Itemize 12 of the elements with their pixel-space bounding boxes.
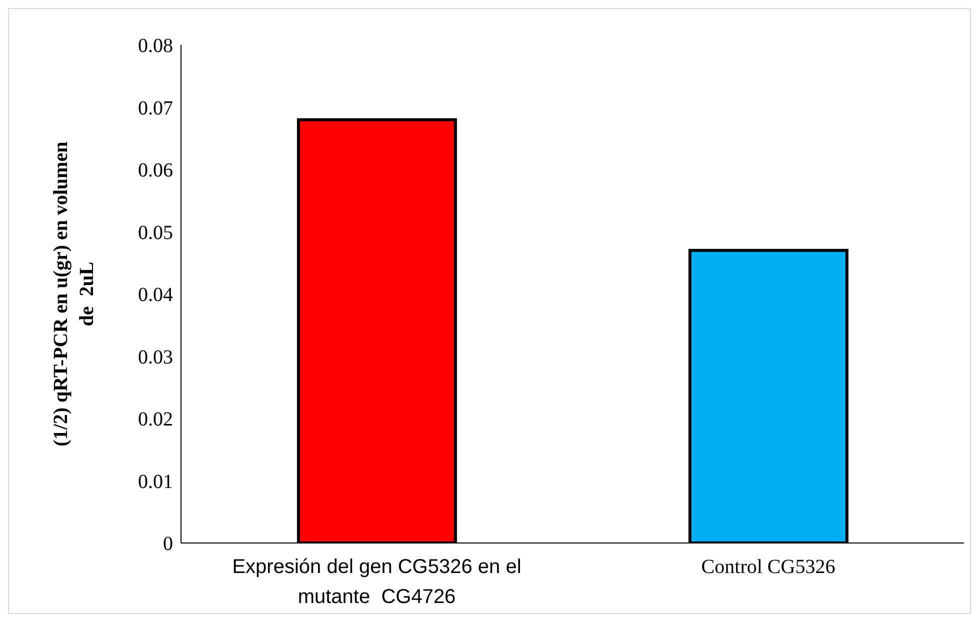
y-tick-label: 0.08 (138, 35, 173, 58)
y-tick-label: 0.06 (138, 160, 173, 182)
y-tick-label: 0 (163, 533, 173, 556)
x-tick-label: Control CG5326 (701, 556, 836, 578)
y-tick-label: 0.01 (138, 470, 173, 493)
y-tick-label: 0.04 (138, 284, 173, 306)
y-tick-label: 0.02 (138, 408, 173, 431)
y-tick-label: 0.07 (138, 97, 173, 120)
x-tick-label: Expresión del gen CG5326 en el mutante CG4726 (232, 556, 522, 608)
y-tick-label: 0.03 (138, 346, 173, 368)
y-axis-title: (1/2) qRT-PCR en u(gr) en volumen de 2uL (50, 142, 98, 446)
y-tick-label: 0.05 (138, 222, 173, 244)
